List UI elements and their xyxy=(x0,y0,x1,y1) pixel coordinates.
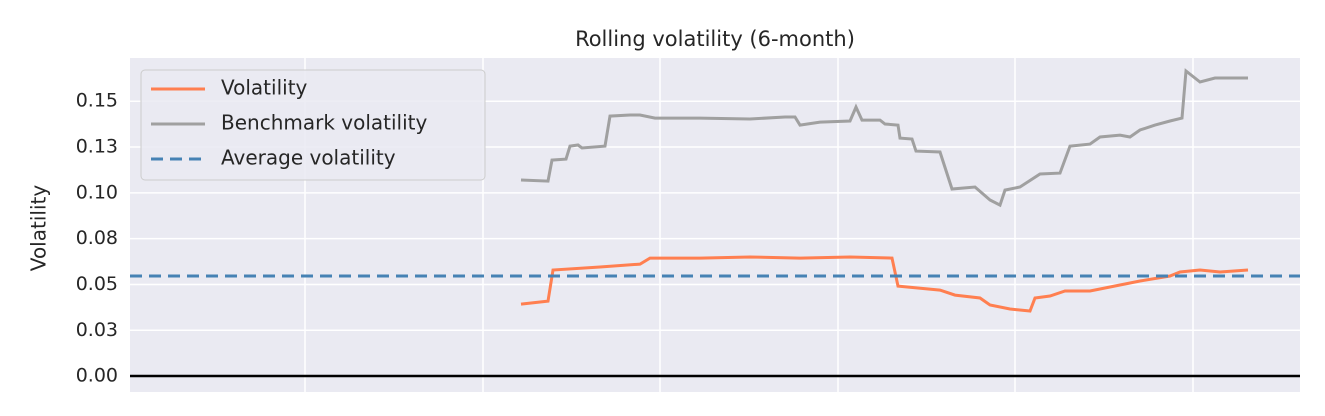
series-line xyxy=(520,255,1249,313)
y-tick-label: 0.10 xyxy=(76,181,118,203)
y-tick-label: 0.05 xyxy=(76,273,118,295)
y-axis-label: Volatility xyxy=(27,185,51,272)
series-line xyxy=(520,68,1248,208)
y-tick-label: 0.00 xyxy=(76,365,118,387)
y-tick-label: 0.03 xyxy=(76,319,118,341)
y-tick-label: 0.08 xyxy=(76,227,118,249)
chart-title: Rolling volatility (6-month) xyxy=(575,27,855,51)
y-tick-label: 0.13 xyxy=(76,136,118,158)
legend-label: Average volatility xyxy=(221,146,396,170)
legend-label: Benchmark volatility xyxy=(221,111,428,135)
y-tick-label: 0.15 xyxy=(76,90,118,112)
legend-box xyxy=(140,69,486,181)
legend-label: Volatility xyxy=(221,76,308,100)
